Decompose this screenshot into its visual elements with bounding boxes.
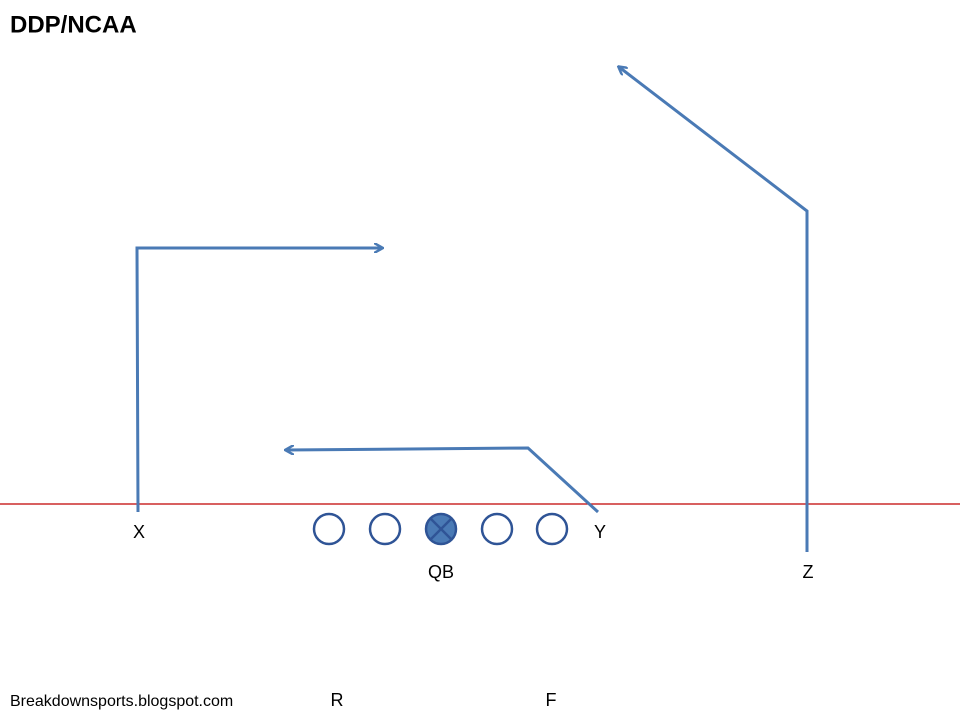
lineman bbox=[480, 512, 514, 546]
offensive-line bbox=[312, 512, 569, 546]
center-mark bbox=[429, 517, 453, 541]
player-label: Z bbox=[803, 562, 814, 582]
player-label: X bbox=[133, 522, 145, 542]
player-label: F bbox=[546, 690, 557, 710]
lineman bbox=[368, 512, 402, 546]
title: DDP/NCAA bbox=[10, 11, 137, 38]
x-route bbox=[135, 248, 382, 513]
lineman bbox=[312, 512, 346, 546]
player-label: R bbox=[331, 690, 344, 710]
y-route bbox=[286, 448, 600, 514]
player-label: QB bbox=[428, 562, 454, 582]
player-label: Y bbox=[594, 522, 606, 542]
footer: Breakdownsports.blogspot.com bbox=[10, 693, 233, 710]
z-route bbox=[619, 67, 809, 552]
lineman bbox=[535, 512, 569, 546]
